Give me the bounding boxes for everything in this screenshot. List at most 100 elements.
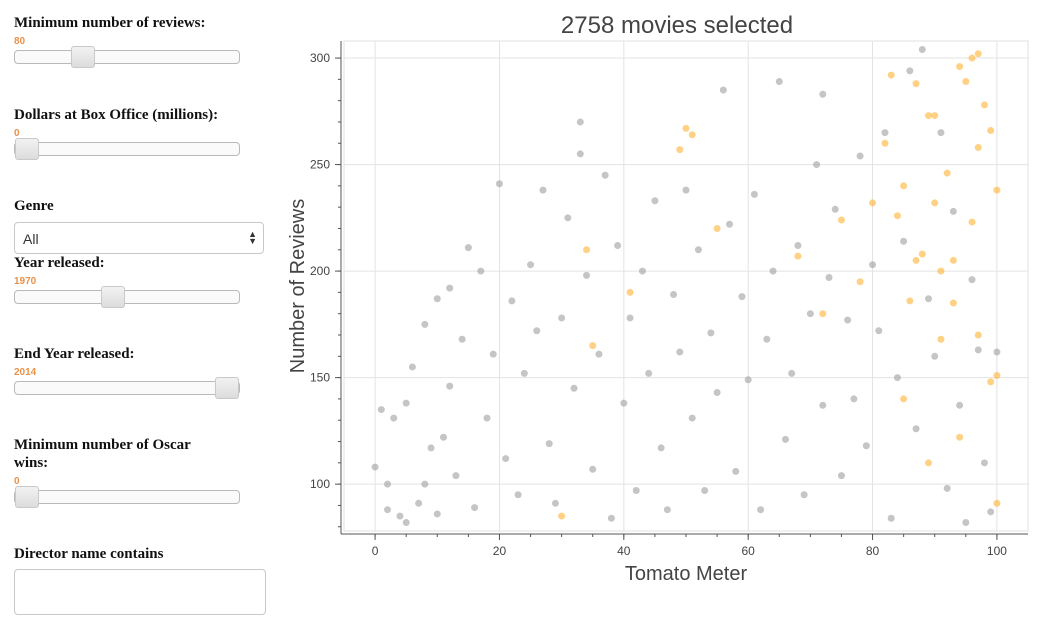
data-point bbox=[912, 256, 920, 264]
min-reviews-value: 80 bbox=[14, 36, 26, 47]
data-point bbox=[402, 399, 410, 407]
data-point bbox=[949, 256, 957, 264]
year-control: Year released: 1970 bbox=[14, 254, 242, 308]
data-point bbox=[384, 506, 392, 514]
oscars-slider-handle[interactable] bbox=[15, 486, 39, 508]
data-point bbox=[626, 314, 634, 322]
data-point bbox=[508, 297, 516, 305]
data-point bbox=[589, 465, 597, 473]
data-point bbox=[694, 246, 702, 254]
data-point bbox=[925, 295, 933, 303]
min-reviews-slider[interactable] bbox=[14, 46, 240, 68]
data-point bbox=[464, 244, 472, 252]
min-reviews-slider-handle[interactable] bbox=[71, 46, 95, 68]
data-point bbox=[645, 369, 653, 377]
data-point bbox=[583, 246, 591, 254]
genre-select[interactable]: All ▲ ▼ bbox=[14, 222, 264, 254]
data-point bbox=[595, 350, 603, 358]
data-point bbox=[744, 376, 752, 384]
data-point bbox=[551, 499, 559, 507]
data-point bbox=[775, 77, 783, 85]
data-point bbox=[514, 491, 522, 499]
genre-control: Genre All ▲ ▼ bbox=[14, 197, 270, 254]
data-point bbox=[452, 472, 460, 480]
data-point bbox=[974, 331, 982, 339]
data-point bbox=[912, 425, 920, 433]
y-tick-label: 150 bbox=[310, 371, 330, 385]
y-tick-label: 300 bbox=[310, 51, 330, 65]
data-point bbox=[825, 273, 833, 281]
min-reviews-label: Minimum number of reviews: bbox=[14, 15, 206, 31]
data-point bbox=[837, 472, 845, 480]
oscars-value: 0 bbox=[14, 476, 20, 487]
data-point bbox=[377, 406, 385, 414]
end-year-control: End Year released: 2014 bbox=[14, 345, 242, 399]
data-points bbox=[371, 46, 1001, 526]
year-slider[interactable] bbox=[14, 286, 240, 308]
data-point bbox=[987, 508, 995, 516]
data-point bbox=[943, 484, 951, 492]
data-point bbox=[626, 288, 634, 296]
genre-selected-value: All bbox=[23, 231, 39, 247]
data-point bbox=[869, 261, 877, 269]
end-year-value: 2014 bbox=[14, 367, 37, 378]
data-point bbox=[589, 342, 597, 350]
data-point bbox=[943, 169, 951, 177]
data-point bbox=[956, 63, 964, 71]
data-point bbox=[862, 442, 870, 450]
data-point bbox=[520, 369, 528, 377]
x-axis-label: Tomato Meter bbox=[625, 563, 748, 585]
data-point bbox=[384, 480, 392, 488]
data-point bbox=[614, 242, 622, 250]
data-point bbox=[794, 242, 802, 250]
data-point bbox=[781, 435, 789, 443]
data-point bbox=[949, 299, 957, 307]
data-point bbox=[850, 395, 858, 403]
end-year-slider[interactable] bbox=[14, 377, 240, 399]
end-year-label: End Year released: bbox=[14, 346, 135, 362]
data-point bbox=[788, 369, 796, 377]
data-point bbox=[900, 182, 908, 190]
data-point bbox=[402, 518, 410, 526]
data-point bbox=[607, 514, 615, 522]
data-point bbox=[987, 126, 995, 134]
data-point bbox=[949, 207, 957, 215]
data-point bbox=[558, 512, 566, 520]
data-point bbox=[987, 378, 995, 386]
data-point bbox=[527, 261, 535, 269]
data-point bbox=[415, 499, 423, 507]
end-year-slider-handle[interactable] bbox=[215, 377, 239, 399]
data-point bbox=[918, 250, 926, 258]
data-point bbox=[956, 401, 964, 409]
data-point bbox=[912, 80, 920, 88]
y-tick-label: 200 bbox=[310, 264, 330, 278]
data-point bbox=[719, 86, 727, 94]
year-slider-handle[interactable] bbox=[101, 286, 125, 308]
data-point bbox=[980, 459, 988, 467]
data-point bbox=[676, 348, 684, 356]
data-point bbox=[663, 506, 671, 514]
data-point bbox=[993, 186, 1001, 194]
data-point bbox=[993, 499, 1001, 507]
data-point bbox=[421, 320, 429, 328]
data-point bbox=[570, 384, 578, 392]
data-point bbox=[483, 414, 491, 422]
director-control: Director name contains bbox=[14, 545, 270, 615]
data-point bbox=[408, 363, 416, 371]
data-point bbox=[887, 71, 895, 79]
data-point bbox=[688, 414, 696, 422]
box-office-slider[interactable] bbox=[14, 138, 240, 160]
select-arrows-icon: ▲ ▼ bbox=[248, 229, 257, 246]
box-office-control: Dollars at Box Office (millions): 0 bbox=[14, 106, 242, 160]
data-point bbox=[433, 295, 441, 303]
data-point bbox=[800, 491, 808, 499]
data-point bbox=[763, 335, 771, 343]
data-point bbox=[900, 237, 908, 245]
oscars-slider[interactable] bbox=[14, 486, 240, 508]
box-office-slider-handle[interactable] bbox=[15, 138, 39, 160]
min-reviews-control: Minimum number of reviews: 80 bbox=[14, 14, 242, 68]
director-input[interactable] bbox=[14, 569, 266, 615]
data-point bbox=[925, 459, 933, 467]
data-point bbox=[545, 440, 553, 448]
data-point bbox=[937, 129, 945, 137]
